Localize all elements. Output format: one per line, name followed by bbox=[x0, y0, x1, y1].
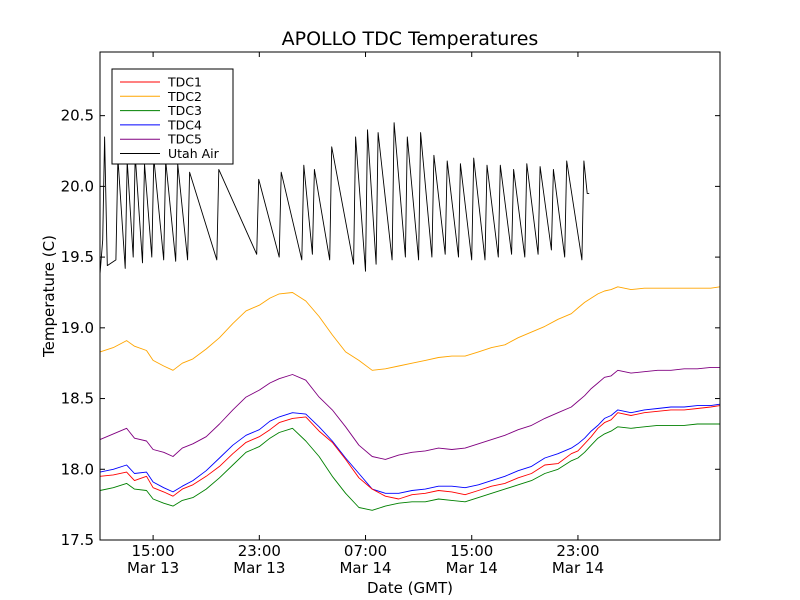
legend-label: TDC1 bbox=[167, 75, 202, 90]
y-tick-label: 18.0 bbox=[61, 460, 94, 478]
legend-box bbox=[111, 68, 234, 165]
y-tick-label: 20.5 bbox=[61, 107, 94, 125]
y-tick-label: 19.5 bbox=[61, 248, 94, 266]
series-line-tdc1 bbox=[99, 405, 721, 500]
y-axis: 17.5 18.0 18.5 19.0 19.5 20.0 20.5 bbox=[61, 107, 720, 549]
series-line-tdc2 bbox=[99, 286, 721, 371]
x-tick-time: 15:00 bbox=[450, 542, 493, 560]
y-tick-label: 17.5 bbox=[61, 531, 94, 549]
x-tick-time: 07:00 bbox=[344, 542, 387, 560]
series-line-utah-air bbox=[99, 122, 590, 275]
x-tick-date: Mar 13 bbox=[233, 559, 285, 577]
plot-frame bbox=[99, 51, 721, 541]
x-tick-date: Mar 14 bbox=[552, 559, 604, 577]
y-tick-label: 19.0 bbox=[61, 319, 94, 337]
x-tick-time: 23:00 bbox=[556, 542, 599, 560]
legend-label: TDC4 bbox=[167, 117, 202, 132]
x-tick-date: Mar 13 bbox=[127, 559, 179, 577]
y-tick-label: 18.5 bbox=[61, 390, 94, 408]
legend-label: TDC2 bbox=[167, 89, 202, 104]
x-axis-label: Date (GMT) bbox=[367, 579, 453, 597]
y-tick-label: 20.0 bbox=[61, 177, 94, 195]
series-line-tdc4 bbox=[99, 403, 721, 494]
series-line-tdc3 bbox=[99, 423, 720, 511]
chart-title: APOLLO TDC Temperatures bbox=[282, 28, 539, 50]
legend-label: Utah Air bbox=[168, 146, 220, 161]
y-axis-label: Temperature (C) bbox=[40, 235, 58, 358]
x-tick-time: 23:00 bbox=[238, 542, 281, 560]
series-line-tdc5 bbox=[99, 366, 720, 460]
x-tick-date: Mar 14 bbox=[339, 559, 391, 577]
x-tick-date: Mar 14 bbox=[446, 559, 498, 577]
series-layer bbox=[99, 122, 721, 511]
legend-label: TDC3 bbox=[167, 103, 202, 118]
x-tick-time: 15:00 bbox=[131, 542, 174, 560]
legend-label: TDC5 bbox=[167, 132, 202, 147]
